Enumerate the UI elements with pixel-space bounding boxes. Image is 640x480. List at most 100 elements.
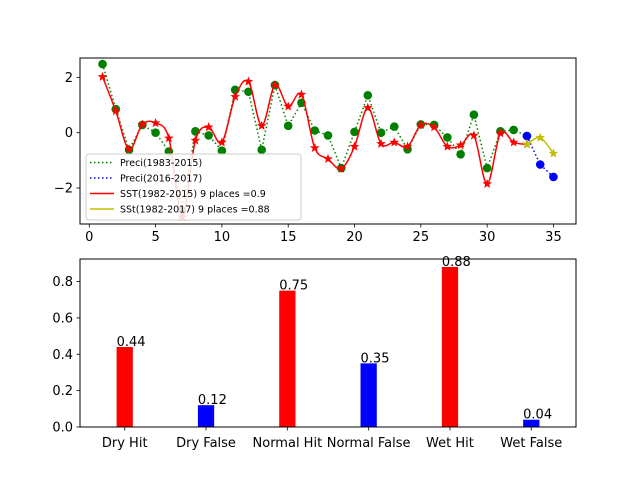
data-point	[508, 137, 519, 147]
data-point	[482, 178, 492, 188]
legend-label: SSt(1982-2017) 9 places =0.88	[120, 205, 270, 216]
x-tick-label: Wet Hit	[426, 436, 474, 451]
y-tick-label: 0.4	[52, 348, 73, 363]
data-point	[151, 128, 160, 137]
data-point	[376, 138, 386, 148]
data-point	[150, 117, 161, 128]
x-tick-label: Normal Hit	[253, 436, 323, 451]
series-sst-1982-2017-9-places-0-88	[522, 132, 559, 158]
data-label: 0.04	[523, 408, 552, 423]
data-point	[111, 106, 121, 116]
data-point	[429, 122, 439, 132]
legend-box	[85, 153, 302, 221]
x-tick-label: 35	[545, 230, 562, 245]
data-point	[309, 142, 320, 152]
data-label: 0.12	[198, 393, 227, 408]
data-point	[522, 139, 532, 149]
data-point	[482, 163, 492, 173]
bar-chart-frame	[79, 258, 577, 428]
data-point	[548, 148, 559, 158]
data-point	[390, 122, 399, 131]
y-tick-label: −2	[54, 182, 73, 197]
data-point	[323, 153, 333, 164]
data-point	[217, 137, 227, 147]
data-point	[190, 135, 201, 145]
data-label: 0.44	[117, 335, 146, 350]
data-point	[509, 125, 518, 135]
x-tick-label: Dry False	[176, 436, 236, 451]
data-point	[456, 149, 465, 159]
x-tick-label: 30	[479, 230, 496, 245]
data-point	[336, 163, 347, 173]
data-point	[443, 133, 452, 142]
data-point	[535, 160, 545, 169]
y-tick-label: 0.0	[52, 421, 73, 436]
x-tick-label: 15	[280, 230, 297, 245]
y-tick-label: 0.8	[52, 275, 73, 290]
bar-normal-hit	[279, 290, 296, 427]
data-point	[549, 172, 558, 182]
data-point	[310, 126, 320, 135]
data-point	[204, 131, 213, 140]
series-line	[526, 136, 555, 154]
y-tick-label: 0.6	[52, 311, 73, 326]
y-tick-label: 0	[65, 126, 73, 141]
data-point	[244, 87, 253, 97]
bar-wet-hit	[441, 267, 459, 427]
data-point	[203, 122, 214, 132]
series-preci-2016-2017	[522, 131, 558, 182]
data-point	[217, 146, 227, 155]
legend-label: SST(1982-2015) 9 places =0.9	[120, 189, 266, 200]
data-point	[296, 89, 307, 99]
x-tick-label: 5	[151, 230, 159, 245]
data-point	[469, 130, 479, 140]
data-point	[256, 120, 267, 130]
data-point	[495, 128, 506, 138]
data-label: 0.88	[442, 255, 471, 270]
data-point	[98, 59, 107, 69]
data-point	[442, 141, 453, 151]
line-chart-axes: 0 5 10 15 20 25 30 35 −2 0 2	[54, 71, 562, 245]
line-chart-frame	[79, 57, 577, 225]
y-tick-label: 2	[65, 71, 73, 86]
data-point	[376, 128, 386, 137]
legend-label: Preci(1983-2015)	[120, 158, 202, 169]
x-tick-label: Wet False	[500, 436, 562, 451]
data-point	[137, 119, 148, 129]
data-point	[164, 133, 174, 143]
x-tick-label: Normal False	[327, 436, 411, 451]
data-point	[522, 131, 532, 141]
data-point	[535, 132, 545, 142]
data-point	[363, 91, 373, 100]
data-point	[349, 141, 360, 151]
data-point	[283, 121, 293, 131]
data-label: 0.35	[361, 351, 390, 366]
data-point	[455, 140, 466, 150]
data-point	[323, 131, 333, 140]
bar-normal-false	[360, 363, 377, 427]
data-point	[389, 137, 400, 147]
data-point	[350, 127, 359, 137]
x-tick-label: 25	[413, 230, 430, 245]
line-chart: 0 5 10 15 20 25 30 35−202 Preci(1983-2015)Preci…	[54, 57, 577, 245]
x-tick-label: Dry Hit	[102, 436, 148, 451]
bar-chart-axes: Dry Hit Dry False Normal Hit Normal False We…	[52, 275, 562, 451]
data-point	[97, 71, 108, 81]
data-point	[283, 101, 294, 111]
data-label: 0.75	[279, 279, 308, 294]
data-point	[362, 102, 373, 112]
data-point	[243, 76, 254, 86]
legend-label: Preci(2016-2017)	[120, 174, 202, 185]
x-tick-label: 10	[214, 230, 231, 245]
data-point	[270, 80, 280, 90]
data-point	[416, 119, 426, 130]
bar-wet-false	[523, 419, 540, 427]
bar-dry-hit	[116, 347, 133, 427]
x-tick-label: 20	[346, 230, 363, 245]
bar-chart: 0.44 0.12 0.75 0.35 0.88 0.04 Dry Hit Dry Fals…	[52, 255, 577, 451]
data-point	[124, 144, 134, 154]
line-chart-legend: Preci(1983-2015) Preci(2016-2017) SST(1982…	[85, 153, 302, 221]
bar-dry-false	[197, 405, 215, 427]
series-sst-1982-2015-9-places-0-9	[97, 71, 532, 222]
